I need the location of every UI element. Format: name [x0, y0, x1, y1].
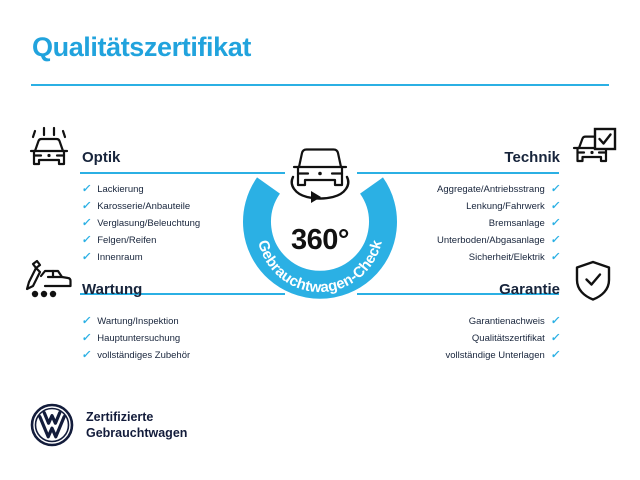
connector-line-bottom-right [357, 293, 559, 295]
car-pen-service-icon [24, 258, 74, 304]
check-icon: ✓ [81, 234, 93, 246]
list-item: ✓ vollständiges Zubehör [81, 347, 286, 364]
connector-line-top-right [357, 172, 559, 174]
list-item: Bremsanlage ✓ [356, 215, 562, 232]
check-icon: ✓ [81, 183, 93, 195]
section-garantie-title: Garantie [499, 281, 560, 298]
vw-footer-line1: Zertifizierte [86, 410, 154, 424]
section-technik: Technik Aggregate/Antriebsstrang ✓ Lenkun… [356, 126, 618, 266]
list-item-label: Innenraum [97, 252, 143, 263]
list-item-label: Qualitätszertifikat [471, 333, 545, 344]
list-item-label: Karosserie/Anbauteile [97, 201, 191, 212]
section-wartung-title: Wartung [82, 281, 143, 298]
list-item: Sicherheit/Elektrik ✓ [356, 249, 561, 266]
list-item: Garantienachweis ✓ [356, 313, 562, 330]
badge-degrees: 360° [291, 224, 349, 256]
check-icon: ✓ [81, 332, 93, 344]
section-technik-list: Aggregate/Antriebsstrang ✓ Lenkung/Fahrwe… [356, 181, 618, 266]
section-wartung-list: ✓ Wartung/Inspektion ✓ Hauptuntersuchung ✓… [24, 313, 286, 364]
list-item: Aggregate/Antriebsstrang ✓ [356, 181, 562, 198]
section-wartung-header: Wartung [24, 258, 286, 304]
list-item: Lenkung/Fahrwerk ✓ [356, 198, 562, 215]
check-icon: ✓ [549, 217, 562, 229]
list-item-label: Bremsanlage [488, 218, 545, 229]
list-item-label: Felgen/Reifen [97, 235, 157, 246]
section-garantie-header: Garantie [356, 258, 618, 304]
list-item: vollständige Unterlagen ✓ [356, 347, 562, 364]
list-item: ✓ Hauptuntersuchung [81, 330, 286, 347]
list-item: ✓ Felgen/Reifen [81, 232, 286, 249]
connector-line-top-left [80, 172, 285, 174]
vw-footer-text: Zertifizierte Gebrauchtwagen [86, 409, 187, 441]
list-item-label: Lackierung [97, 184, 144, 195]
check-icon: ✓ [549, 234, 562, 246]
list-item: Unterboden/Abgasanlage ✓ [356, 232, 562, 249]
page-title: Qualitätszertifikat [32, 32, 251, 62]
section-technik-header: Technik [356, 126, 618, 172]
list-item-label: Wartung/Inspektion [97, 316, 179, 327]
section-technik-title: Technik [504, 149, 560, 166]
list-item: ✓ Innenraum [81, 249, 286, 266]
check-icon: ✓ [549, 315, 562, 327]
360-check-badge: Gebrauchtwagen-Check 360° [237, 119, 403, 305]
title-divider [31, 84, 609, 86]
list-item-label: Lenkung/Fahrwerk [466, 201, 545, 212]
car-rotate-icon [292, 148, 348, 187]
list-item: ✓ Verglasung/Beleuchtung [81, 215, 286, 232]
ring-arc [243, 177, 397, 299]
list-item: Qualitätszertifikat ✓ [356, 330, 562, 347]
list-item-label: Unterboden/Abgasanlage [437, 235, 545, 246]
check-icon: ✓ [549, 349, 562, 361]
list-item-label: Sicherheit/Elektrik [468, 252, 545, 263]
car-shine-icon [24, 126, 74, 172]
list-item: ✓ Karosserie/Anbauteile [81, 198, 286, 215]
check-icon: ✓ [81, 349, 93, 361]
list-item-label: Garantienachweis [468, 316, 545, 327]
check-icon: ✓ [81, 217, 93, 229]
section-optik-list: ✓ Lackierung ✓ Karosserie/Anbauteile ✓ Verg… [24, 181, 286, 266]
vw-logo-icon [30, 403, 74, 447]
list-item-label: Verglasung/Beleuchtung [97, 218, 201, 229]
section-optik: Optik ✓ Lackierung ✓ Karosserie/Anbauteile… [24, 126, 286, 266]
vw-footer-lockup: Zertifizierte Gebrauchtwagen [30, 403, 187, 447]
section-wartung: Wartung ✓ Wartung/Inspektion ✓ Hauptunters… [24, 258, 286, 364]
check-icon: ✓ [549, 200, 562, 212]
vw-footer-line2: Gebrauchtwagen [86, 426, 188, 440]
section-optik-header: Optik [24, 126, 286, 172]
list-item: ✓ Lackierung [81, 181, 286, 198]
list-item-label: vollständiges Zubehör [97, 350, 191, 361]
shield-check-icon [568, 258, 618, 304]
car-checkbox-icon [568, 126, 618, 172]
section-optik-title: Optik [82, 149, 121, 166]
list-item-label: Hauptuntersuchung [97, 333, 181, 344]
check-icon: ✓ [549, 183, 562, 195]
list-item: ✓ Wartung/Inspektion [81, 313, 286, 330]
section-garantie: Garantie Garantienachweis ✓ Qualitätszert… [356, 258, 618, 364]
check-icon: ✓ [81, 200, 93, 212]
connector-line-bottom-left [80, 293, 285, 295]
list-item-label: Aggregate/Antriebsstrang [437, 184, 545, 195]
check-icon: ✓ [81, 315, 93, 327]
check-icon: ✓ [549, 332, 562, 344]
list-item-label: vollständige Unterlagen [445, 350, 545, 361]
section-garantie-list: Garantienachweis ✓ Qualitätszertifikat ✓ v… [356, 313, 618, 364]
